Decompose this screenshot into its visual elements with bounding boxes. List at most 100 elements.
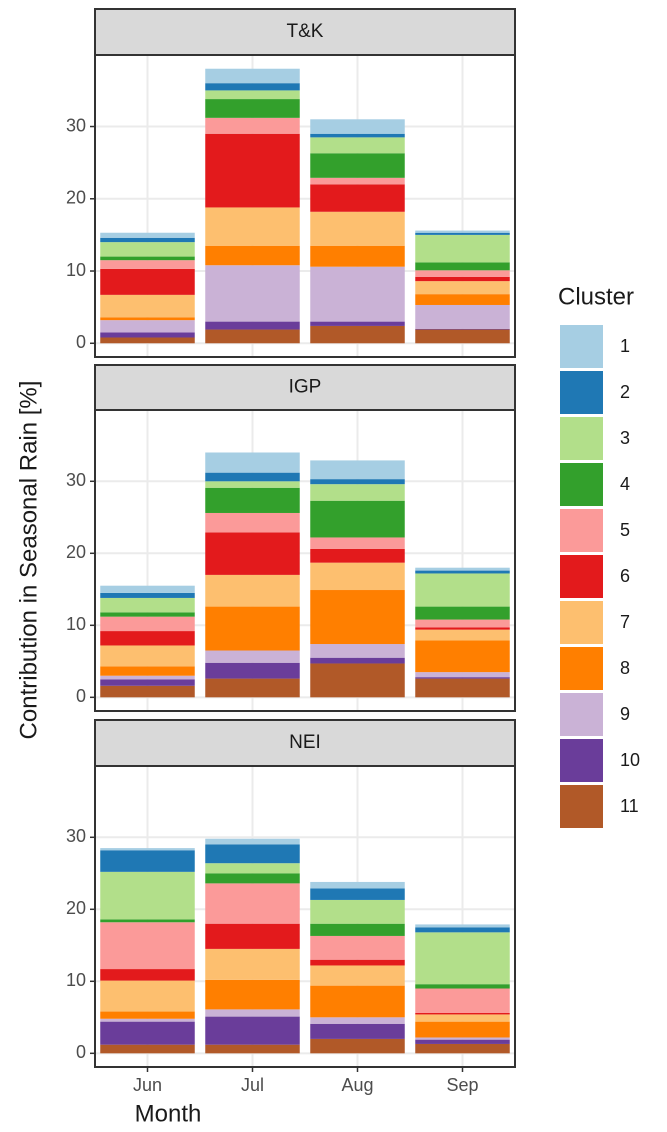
bar-segment — [415, 1037, 510, 1040]
bar-segment — [415, 328, 510, 330]
bar-segment — [310, 177, 405, 185]
bar-segment — [415, 1039, 510, 1044]
bar-segment — [205, 68, 300, 84]
bar-segment — [310, 479, 405, 485]
bar-segment — [415, 294, 510, 305]
bar-segment — [205, 1009, 300, 1017]
bar-segment — [415, 570, 510, 574]
y-tick-label: 20 — [66, 188, 86, 208]
bar-segment — [205, 481, 300, 488]
bar-segment — [100, 679, 195, 686]
facet-title: IGP — [289, 377, 322, 398]
bar-segment — [310, 266, 405, 322]
y-axis-title: Contribution in Seasonal Rain [%] — [15, 381, 42, 740]
bar-segment — [205, 329, 300, 344]
legend-key — [560, 417, 603, 460]
legend-title: Cluster — [558, 283, 634, 310]
bar-segment — [100, 675, 195, 680]
x-axis-title: Month — [135, 1100, 202, 1127]
bar-segment — [205, 207, 300, 246]
bar-segment — [100, 585, 195, 593]
bar-segment — [310, 562, 405, 591]
bar-segment — [415, 232, 510, 235]
bar-segment — [415, 262, 510, 271]
bar-segment — [100, 597, 195, 613]
bar-segment — [205, 321, 300, 330]
bar-segment — [100, 592, 195, 598]
bar-segment — [310, 881, 405, 889]
bar-segment — [205, 606, 300, 651]
bar-segment — [100, 685, 195, 698]
legend-key — [560, 739, 603, 782]
bar-segment — [100, 332, 195, 338]
bar-segment — [415, 672, 510, 678]
bar-segment — [100, 922, 195, 970]
legend-label: 2 — [620, 382, 630, 402]
bar-segment — [100, 260, 195, 269]
bar-segment — [415, 1021, 510, 1038]
bar-segment — [205, 1044, 300, 1054]
legend-label: 4 — [620, 474, 630, 494]
bar-segment — [205, 90, 300, 100]
bar-segment — [100, 850, 195, 872]
bar-segment — [205, 838, 300, 845]
bar-segment — [415, 640, 510, 673]
bar-segment — [415, 270, 510, 277]
bar-segment — [205, 844, 300, 864]
legend-key — [560, 647, 603, 690]
y-tick-label: 10 — [66, 970, 86, 990]
legend-key — [560, 371, 603, 414]
legend-key — [560, 509, 603, 552]
bar-segment — [415, 1014, 510, 1022]
bar-segment — [100, 631, 195, 646]
bar-segment — [100, 317, 195, 321]
legend-label: 7 — [620, 612, 630, 632]
x-tick-label: Aug — [341, 1075, 373, 1095]
bar-segment — [100, 232, 195, 238]
bar-segment — [310, 590, 405, 645]
x-tick-label: Jul — [241, 1075, 264, 1095]
legend-key — [560, 693, 603, 736]
bar-segment — [205, 650, 300, 663]
bar-segment — [100, 666, 195, 676]
bar-segment — [310, 153, 405, 178]
bar-segment — [100, 980, 195, 1012]
bar-segment — [205, 1016, 300, 1045]
bar-segment — [310, 537, 405, 549]
bar-segment — [415, 619, 510, 628]
bar-segment — [100, 294, 195, 318]
bar-segment — [205, 923, 300, 949]
legend-label: 5 — [620, 520, 630, 540]
bar-segment — [310, 211, 405, 246]
bar-segment — [415, 988, 510, 1013]
bar-segment — [310, 959, 405, 966]
facet-title: T&K — [287, 21, 324, 42]
bar-segment — [415, 927, 510, 933]
bar-segment — [310, 1017, 405, 1024]
bar-segment — [310, 484, 405, 501]
bar-segment — [205, 99, 300, 118]
bar-segment — [100, 645, 195, 667]
bar-segment — [100, 242, 195, 257]
bar-segment — [205, 574, 300, 607]
bar-segment — [310, 1023, 405, 1039]
bar-segment — [205, 133, 300, 208]
y-tick-label: 20 — [66, 542, 86, 562]
y-tick-label: 30 — [66, 115, 86, 135]
bar-segment — [415, 1012, 510, 1015]
bar-segment — [415, 627, 510, 630]
bar-segment — [310, 321, 405, 326]
bar-segment — [310, 923, 405, 936]
bar-segment — [415, 1043, 510, 1054]
bar-segment — [415, 606, 510, 620]
y-tick-label: 0 — [76, 686, 86, 706]
y-tick-label: 0 — [76, 332, 86, 352]
bar-segment — [415, 984, 510, 989]
bar-segment — [205, 452, 300, 473]
y-tick-label: 10 — [66, 260, 86, 280]
bar-segment — [415, 276, 510, 282]
y-tick-label: 30 — [66, 470, 86, 490]
bar-segment — [415, 924, 510, 928]
